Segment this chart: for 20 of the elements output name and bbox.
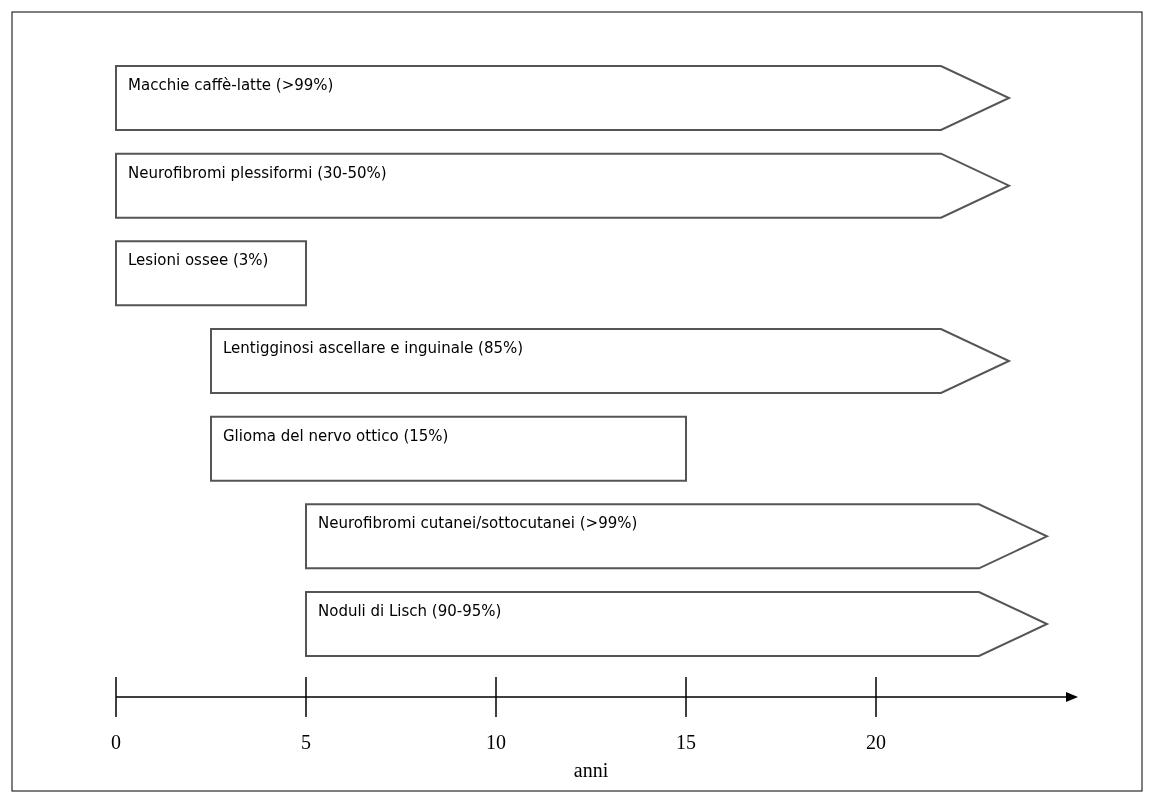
y-tick-label: Neurofibromi cutanei/sottocutanei (>99%)	[318, 514, 638, 533]
bar	[210, 328, 1010, 394]
y-tick-label: Glioma del nervo ottico (15%)	[223, 426, 449, 445]
bar	[305, 591, 1048, 657]
x-tick-label: 0	[111, 731, 121, 753]
y-tick-label: Noduli di Lisch (90-95%)	[318, 602, 502, 620]
x-tick-label: 10	[486, 731, 506, 753]
bar	[210, 415, 687, 482]
bar	[115, 65, 1010, 131]
x-tick-label: 20	[866, 731, 886, 753]
bar	[115, 240, 307, 307]
bar	[305, 503, 1048, 570]
x-tick-label: 15	[676, 731, 696, 753]
bar	[115, 152, 1010, 219]
x-axis-title: anni	[573, 759, 609, 781]
y-tick-label: Neurofibromi plessiformi (30-50%)	[128, 163, 387, 182]
y-tick-label: Lentigginosi ascellare e inguinale (85%)	[223, 339, 524, 357]
x-tick-label: 5	[301, 731, 311, 753]
y-tick-label: Macchie caffè-latte (>99%)	[128, 76, 334, 94]
y-tick-label: Lesioni ossee (3%)	[128, 251, 269, 270]
